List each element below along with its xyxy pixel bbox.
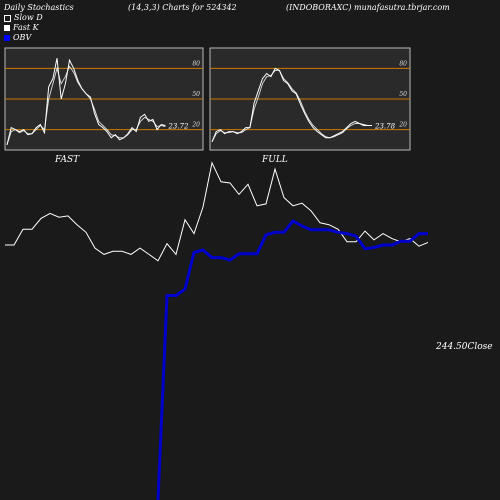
close-price-value: 244.50 [436,342,468,352]
slow-d-swatch [4,14,11,22]
full-level-label-80: 80 [399,60,407,67]
fast-level-label-80: 80 [192,60,200,67]
full-last-value: 23.78 [374,123,396,131]
header-left: Daily Stochastics [4,3,74,12]
fast-level-label-20: 20 [191,122,200,129]
full-level-label-50: 50 [399,91,407,98]
fast-last-value: 23.72 [167,123,189,131]
obv-swatch [4,35,10,41]
legend-label-fast-k: Fast K [13,23,39,32]
fast-series-1 [6,65,166,146]
fast-k-swatch [4,25,10,31]
legend-label-obv: OBV [13,33,32,42]
full-series-1 [211,69,372,143]
close-price-label: 244.50Close [436,342,493,352]
legend-item-obv: OBV [4,33,31,42]
close-label: Close [467,342,493,352]
full-level-label-20: 20 [398,122,407,129]
fast-panel-title: FAST [55,155,80,165]
obv-line [156,219,428,500]
full-panel-title: FULL [262,155,288,165]
header-right: (INDOBORAXC) munafasutra.tbrjar.com [286,3,450,12]
fast-level-label-50: 50 [192,91,200,98]
legend-label-slow-d: Slow D [14,13,43,22]
header-center: (14,3,3) Charts for 524342 [128,3,237,12]
legend-item-slow-d: Slow D [4,13,43,22]
legend-item-fast-k: Fast K [4,23,39,32]
